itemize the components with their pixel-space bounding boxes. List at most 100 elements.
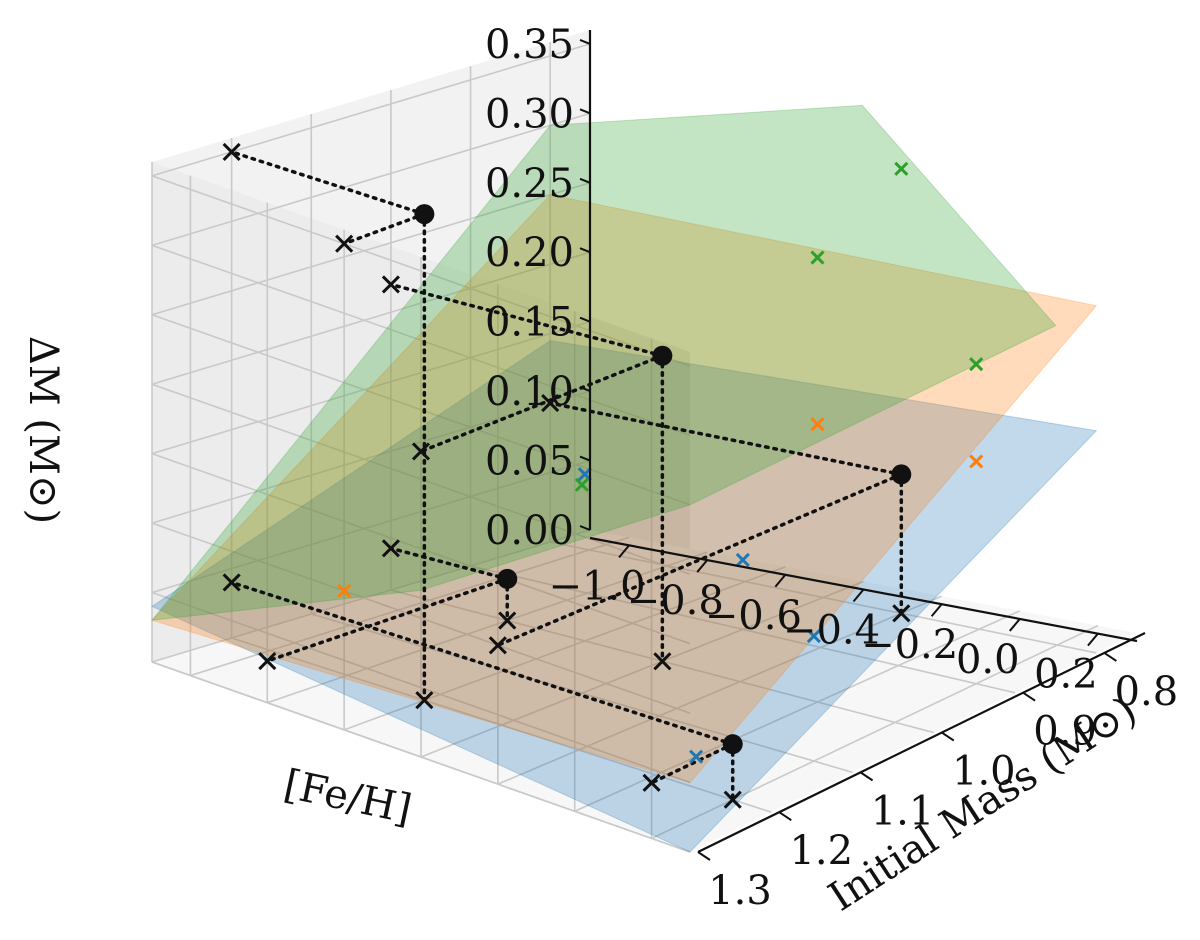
colored-marker-green: [810, 250, 825, 265]
grid-left-z: [151, 459, 591, 594]
grid-floor-x: [497, 595, 942, 785]
y-tick-label: 1.1: [871, 788, 935, 834]
x-tick-label: −0.4: [783, 608, 880, 654]
drop-line: [649, 742, 735, 785]
drop-line: [265, 577, 509, 663]
x-tick-label: 0.2: [1034, 652, 1098, 698]
tick-labels: −1.0−0.8−0.6−0.4−0.20.0 0.2 0.8 0.9 1.0 1.1 1.…: [485, 22, 1178, 914]
surface-green: [150, 104, 1057, 621]
x-tick-mark: [618, 544, 630, 558]
grid-left-z: [151, 529, 591, 663]
colored-marker-green: [574, 477, 589, 492]
drop-line: [496, 472, 904, 648]
x-tick-mark: [774, 574, 787, 588]
x-tick-label: −0.2: [861, 622, 958, 668]
surfaces: [150, 104, 1098, 853]
y-tick-label: 1.3: [708, 868, 772, 914]
data-point: [497, 568, 518, 589]
grid-left-z: [151, 43, 591, 177]
grid-back-z: [151, 452, 691, 645]
left-wall-projection-marker: [381, 539, 400, 558]
colored-marker-green: [969, 357, 984, 372]
grid-floor-x: [651, 624, 1099, 840]
x-tick-mark: [852, 588, 865, 603]
grid-back-z: [151, 591, 691, 784]
colored-marker-blue: [689, 749, 704, 764]
z-tick-label: 0.30: [485, 91, 574, 137]
y-tick-mark: [778, 811, 792, 822]
z-tick-label: 0.00: [485, 508, 574, 554]
back-wall-projection-marker: [258, 651, 277, 671]
back-wall-projection-marker: [642, 773, 661, 792]
y-tick-mark: [941, 731, 955, 742]
data-point: [722, 734, 743, 755]
z-tick-label: 0.05: [485, 439, 574, 485]
z-tick-mark: [579, 525, 591, 531]
y-tick-label: 1.2: [789, 828, 853, 874]
left-wall-projection-marker: [541, 394, 560, 413]
z-axis-label: ΔM (M⊙): [20, 336, 66, 524]
grid-floor-x: [267, 551, 708, 704]
drop-lines: [229, 150, 904, 802]
z-tick-mark: [579, 38, 591, 45]
drop-line: [229, 150, 427, 216]
grid-left-z: [151, 320, 591, 455]
z-tick-mark: [579, 177, 591, 184]
z-tick-mark: [579, 455, 591, 462]
z-tick-label: 0.25: [485, 161, 574, 207]
back-wall-projection-marker: [335, 234, 354, 253]
z-tick-mark: [579, 316, 591, 323]
floor-projection-marker: [653, 652, 672, 671]
x-tick-mark: [1009, 618, 1021, 632]
floor-projection-marker: [498, 611, 517, 630]
grid-back-z: [151, 522, 691, 714]
left-wall-projection-marker: [222, 573, 241, 592]
x-tick-mark: [696, 559, 708, 573]
grid-left-z: [151, 182, 591, 316]
floor-projection-marker: [892, 604, 911, 623]
z-tick-label: 0.35: [485, 22, 574, 68]
grid-floor-y: [311, 613, 853, 774]
grid-back-z: [151, 314, 691, 506]
left-wall-projection-marker: [222, 142, 241, 161]
x-tick-label: −1.0: [549, 563, 646, 609]
colored-marker-orange: [810, 417, 825, 432]
drop-line: [389, 546, 509, 581]
grid-floor-y: [550, 541, 1097, 654]
grid-back-z: [151, 175, 691, 367]
z-tick-mark: [579, 108, 591, 115]
x-tick-label: 0.0: [956, 637, 1020, 683]
x-axis-label: [Fe/H]: [280, 761, 416, 833]
colored-marker-blue: [735, 552, 750, 567]
floor-projection-marker: [723, 790, 742, 809]
y-tick-mark: [1022, 691, 1036, 702]
z-tick-label: 0.10: [485, 369, 574, 415]
z-tick-mark: [579, 247, 591, 254]
markers: [222, 142, 984, 809]
z-tick-mark: [579, 386, 591, 393]
y-tick-label: 1.0: [952, 749, 1016, 795]
data-point: [414, 204, 435, 225]
colored-marker-orange: [337, 583, 352, 599]
colored-marker-blue: [806, 628, 821, 644]
y-tick-mark: [859, 771, 874, 782]
x-tick-label: −0.8: [627, 578, 724, 624]
grid-floor-y: [470, 565, 1016, 694]
grid-floor-y: [231, 637, 772, 813]
grid-back-z: [151, 244, 691, 437]
surface-blue: [150, 340, 1098, 853]
z-tick-label: 0.15: [485, 300, 574, 346]
data-point: [652, 345, 673, 366]
drop-line: [548, 401, 904, 477]
grid-left-z: [151, 112, 591, 247]
colored-marker-orange: [969, 454, 984, 469]
grid-left-z: [151, 251, 591, 385]
grid-back-z: [151, 383, 691, 575]
left-wall-projection-marker: [381, 275, 400, 294]
grid-floor-x: [190, 536, 630, 677]
surface-orange: [151, 194, 1098, 784]
y-tick-mark: [1103, 652, 1117, 662]
y-axis-line: [697, 632, 1146, 853]
grid-floor-x: [420, 580, 864, 758]
